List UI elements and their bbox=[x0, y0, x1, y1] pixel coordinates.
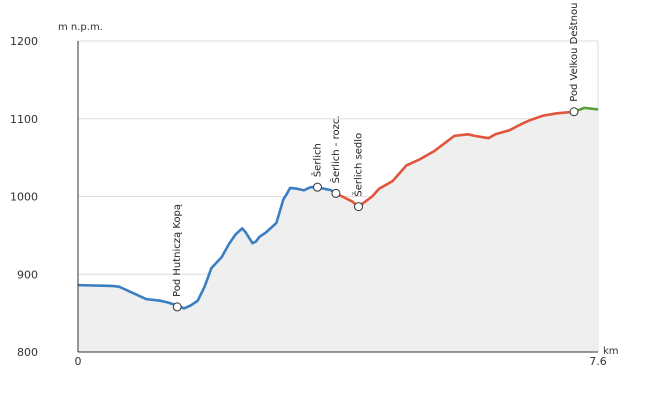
y-tick-label: 1200 bbox=[10, 35, 38, 48]
waypoint-marker bbox=[312, 182, 322, 192]
waypoint-label: Pod Velkou Deštnou bbox=[568, 3, 580, 102]
axes bbox=[77, 41, 598, 353]
x-tick-label: 7.6 bbox=[589, 355, 607, 368]
waypoints: Pod Hutniczą Kopą Šerlich Šerlich - rozc. Š… bbox=[172, 3, 580, 312]
y-tick-label: 1100 bbox=[10, 113, 38, 126]
waypoint-marker bbox=[331, 188, 341, 198]
waypoint-marker bbox=[354, 202, 364, 212]
x-axis-unit: km bbox=[603, 346, 619, 357]
y-tick-label: 800 bbox=[17, 346, 38, 359]
waypoint-marker bbox=[569, 107, 579, 117]
waypoint-label: Šerlich bbox=[310, 143, 323, 177]
elevation-area bbox=[78, 107, 598, 353]
waypoint-marker bbox=[172, 302, 182, 312]
y-axis-unit: m n.p.m. bbox=[58, 22, 103, 33]
tick-labels: 800 900 1000 1100 1200 0 7.6 bbox=[10, 35, 607, 368]
y-tick-label: 1000 bbox=[10, 191, 38, 204]
waypoint-label: Šerlich sedlo bbox=[352, 133, 365, 197]
y-tick-label: 900 bbox=[17, 268, 38, 281]
profile-segment-1 bbox=[77, 185, 337, 310]
area-fill bbox=[78, 107, 598, 353]
waypoint-label: Pod Hutniczą Kopą bbox=[172, 204, 183, 297]
x-tick-label: 0 bbox=[75, 355, 82, 368]
waypoint-label: Šerlich - rozc. bbox=[329, 115, 342, 183]
profile-segment-2 bbox=[335, 110, 575, 208]
